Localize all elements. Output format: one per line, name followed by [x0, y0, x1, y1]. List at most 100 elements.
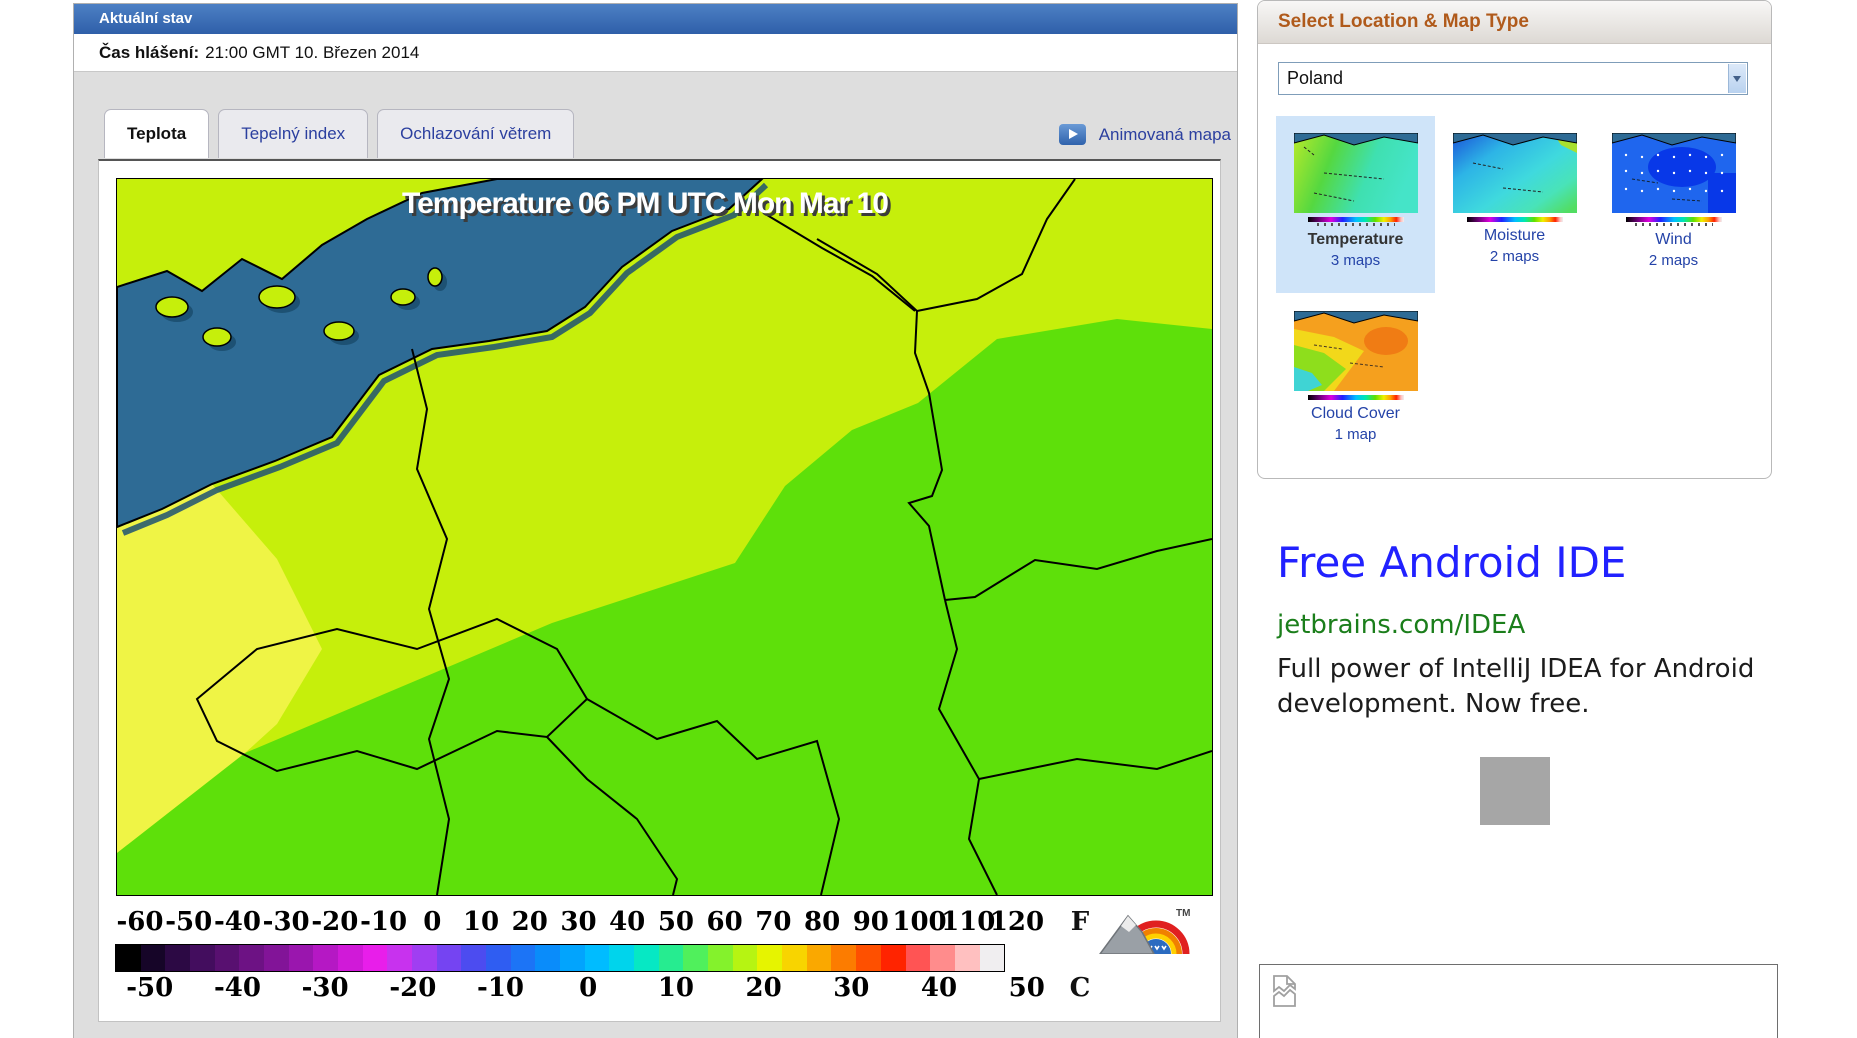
celsius-tick: -10: [477, 973, 525, 1003]
fahrenheit-tick: 30: [560, 907, 597, 937]
color-bar-segment: [313, 945, 339, 971]
color-bar-segment: [930, 945, 955, 971]
color-bar-segment: [338, 945, 363, 971]
play-icon[interactable]: [1058, 124, 1086, 145]
color-bar-segment: [905, 945, 931, 971]
color-bar-segment: [782, 945, 807, 971]
scale-celsius-row: C -50 -40 -30 -20 -10 0 10 20 30 40 50: [99, 973, 1199, 1005]
map-type-label[interactable]: Wind: [1655, 231, 1692, 248]
ad-display-url[interactable]: jetbrains.com/IDEA: [1277, 610, 1526, 640]
color-bar-segment: [214, 945, 240, 971]
color-bar-segment: [486, 945, 511, 971]
fahrenheit-tick: -50: [165, 907, 213, 937]
fahrenheit-tick: -30: [262, 907, 310, 937]
fahrenheit-tick: 40: [609, 907, 646, 937]
map-type-label[interactable]: Cloud Cover: [1311, 405, 1400, 422]
tab-tepeln-index[interactable]: Tepelný index: [218, 109, 369, 158]
animated-map-link[interactable]: Animovaná mapa: [1058, 124, 1231, 145]
color-bar-segment: [658, 945, 684, 971]
celsius-tick: 30: [833, 973, 870, 1003]
temperature-thumbnail[interactable]: [1293, 133, 1418, 213]
color-bar-segment: [584, 945, 610, 971]
color-bar-segment: [831, 945, 857, 971]
wind-thumbnail[interactable]: [1611, 133, 1736, 213]
color-bar-segment: [757, 945, 783, 971]
fahrenheit-tick: 50: [657, 907, 694, 937]
cloud-cover-thumbnail[interactable]: [1293, 311, 1418, 391]
celsius-tick: 50: [1008, 973, 1045, 1003]
map-type-count[interactable]: 1 map: [1334, 426, 1377, 443]
ad-headline[interactable]: Free Android IDE: [1277, 538, 1627, 587]
map-type-count[interactable]: 2 maps: [1489, 248, 1540, 265]
color-bar-segment: [683, 945, 709, 971]
sidebar-header: Select Location & Map Type: [1258, 1, 1771, 44]
fahrenheit-tick: -20: [311, 907, 359, 937]
location-select[interactable]: Poland: [1278, 62, 1748, 95]
fahrenheit-tick: -10: [360, 907, 408, 937]
map-type-temperature[interactable]: Temperature 3 maps: [1276, 116, 1435, 293]
thumbnail-scale: [1307, 395, 1404, 400]
temperature-color-bar: [115, 944, 1005, 972]
rainbow-mountain-icon: TM: [1098, 908, 1190, 955]
fahrenheit-tick: 60: [706, 907, 743, 937]
logo-tm-text: TM: [1176, 908, 1190, 919]
report-time-label: Čas hlášení:: [99, 43, 200, 62]
celsius-tick: 10: [657, 973, 694, 1003]
moisture-thumbnail[interactable]: [1452, 133, 1577, 213]
panel-title: Aktuální stav: [99, 10, 193, 27]
color-bar-segment: [412, 945, 437, 971]
color-bar-segment: [560, 945, 585, 971]
fahrenheit-tick: 0: [423, 907, 442, 937]
fahrenheit-tick: 100: [892, 907, 947, 937]
chevron-down-icon[interactable]: [1728, 64, 1746, 93]
color-bar-segment: [979, 945, 1005, 971]
temperature-map[interactable]: Temperature 06 PM UTC Mon Mar 10: [116, 178, 1213, 896]
celsius-tick: 40: [920, 973, 958, 1003]
color-bar-segment: [362, 945, 388, 971]
scale-fahrenheit-row: F -60 -50 -40 -30 -20 -10 0 10 20 30 40 50 60 70 80 90 1…: [99, 907, 1199, 939]
map-type-label[interactable]: Moisture: [1483, 227, 1546, 244]
map-type-moisture[interactable]: Moisture 2 maps: [1435, 116, 1594, 293]
map-tabs: Teplota Tepelný index Ochlazování větrem: [104, 109, 575, 158]
thumbnail-scale-ticks: [1316, 223, 1395, 226]
fahrenheit-tick: 20: [511, 907, 548, 937]
celsius-tick: -50: [126, 973, 174, 1003]
color-bar-segment: [510, 945, 536, 971]
map-type-wind[interactable]: Wind 2 maps: [1594, 116, 1753, 293]
animated-map-label[interactable]: Animovaná mapa: [1098, 124, 1231, 144]
thumbnail-scale-ticks: [1634, 223, 1713, 226]
fahrenheit-tick: 90: [852, 907, 889, 937]
thumbnail-scale: [1307, 217, 1404, 222]
tab-teplota[interactable]: Teplota: [104, 109, 210, 158]
color-bar-segment: [954, 945, 980, 971]
panel-header: Aktuální stav: [74, 4, 1237, 34]
report-time-value: 21:00 GMT 10. Březen 2014: [205, 43, 420, 62]
fahrenheit-tick: 70: [755, 907, 792, 937]
color-bar-segment: [436, 945, 462, 971]
map-type-cloud-cover[interactable]: Cloud Cover 1 map: [1276, 294, 1435, 464]
map-type-count[interactable]: 2 maps: [1648, 252, 1699, 269]
map-art: [117, 179, 1212, 895]
sidebar-title: Select Location & Map Type: [1278, 11, 1529, 32]
map-title: Temperature 06 PM UTC Mon Mar 10: [402, 187, 889, 220]
color-bar-segment: [116, 945, 141, 971]
celsius-tick: -40: [213, 973, 261, 1003]
location-map-type-panel: Select Location & Map Type Poland: [1257, 0, 1772, 479]
color-bar-segment: [239, 945, 265, 971]
ad-body-text: Full power of IntelliJ IDEA for Android …: [1277, 654, 1755, 719]
fahrenheit-tick: 110: [941, 907, 996, 937]
map-type-label[interactable]: Temperature: [1307, 231, 1404, 248]
map-type-count[interactable]: 3 maps: [1330, 252, 1381, 269]
fahrenheit-tick: 80: [803, 907, 841, 937]
color-bar-segment: [461, 945, 487, 971]
color-bar-segment: [880, 945, 906, 971]
tab-ochlazov-n-v-trem[interactable]: Ochlazování větrem: [377, 109, 575, 158]
color-bar-segment: [140, 945, 166, 971]
fahrenheit-tick: -60: [116, 907, 164, 937]
color-bar-segment: [806, 945, 832, 971]
location-select-value: Poland: [1287, 68, 1344, 88]
celsius-tick: -30: [301, 973, 349, 1003]
unloaded-ad-box: [1259, 964, 1778, 1038]
color-bar-segment: [387, 945, 413, 971]
